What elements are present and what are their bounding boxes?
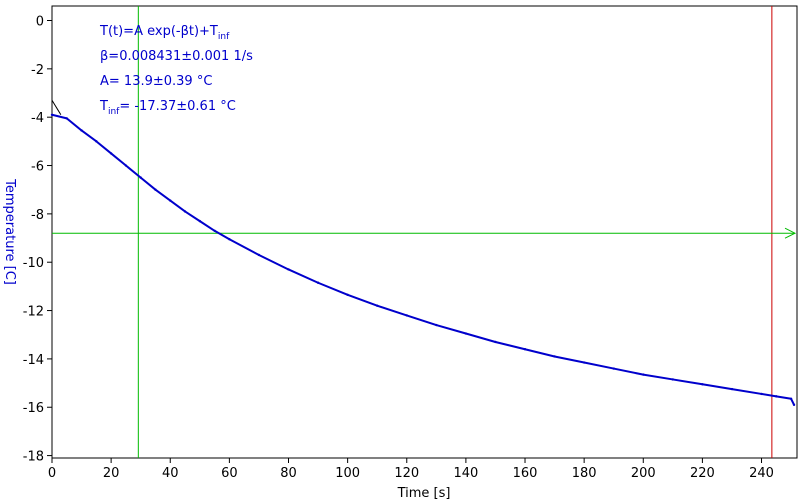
data-point	[701, 383, 704, 386]
y-tick-label: -6	[31, 160, 44, 175]
x-tick-label: 20	[103, 466, 120, 481]
data-point	[198, 219, 202, 223]
x-tick-label: 220	[690, 466, 715, 481]
data-point	[523, 348, 527, 351]
y-tick-label: -10	[23, 256, 44, 271]
x-tick-label: 240	[749, 466, 774, 481]
x-axis-ticks: 0 20 40 60 80 100 120 140 160 180 200 220 240	[48, 458, 774, 481]
data-point	[124, 164, 128, 167]
horizontal-cursor-arrow	[784, 227, 797, 239]
fit-annotation-line: Tinf= -17.37±0.61 °C	[99, 99, 236, 117]
x-tick-label: 40	[162, 466, 179, 481]
data-point	[257, 253, 261, 257]
data-point	[464, 332, 468, 335]
x-tick-label: 180	[572, 466, 597, 481]
fit-annotations: T(t)=A exp(-βt)+Tinf β=0.008431±0.001 1/s…	[99, 24, 253, 117]
data-point	[730, 387, 734, 391]
y-tick-label: -12	[23, 305, 44, 320]
x-tick-label: 100	[335, 466, 360, 481]
data-point	[612, 367, 615, 370]
x-tick-label: 0	[48, 466, 56, 481]
data-point	[154, 188, 157, 191]
fit-annotation-line: β=0.008431±0.001 1/s	[100, 49, 253, 64]
data-point	[435, 323, 438, 327]
y-tick-label: -2	[31, 63, 44, 78]
fit-annotation-line: T(t)=A exp(-βt)+Tinf	[99, 24, 230, 42]
data-point	[760, 392, 763, 396]
data-point	[405, 314, 408, 317]
data-point	[183, 210, 187, 213]
data-point	[109, 152, 113, 155]
cursor-lines	[52, 6, 797, 458]
y-tick-label: -14	[23, 353, 44, 368]
data-point	[50, 113, 54, 116]
data-point	[553, 355, 556, 358]
y-axis-label: Temperature [C]	[2, 178, 17, 285]
data-point	[95, 140, 98, 143]
data-series	[50, 100, 796, 407]
data-point	[228, 238, 231, 241]
y-axis-ticks: 0 -2 -4 -6 -8 -10 -12 -14 -16 -18	[23, 15, 52, 465]
data-point	[792, 403, 796, 407]
data-point	[642, 373, 645, 376]
y-tick-label: 0	[36, 15, 44, 30]
fit-curve-line	[51, 100, 62, 116]
x-tick-label: 80	[280, 466, 297, 481]
y-tick-label: -16	[23, 401, 44, 416]
data-point	[65, 117, 68, 120]
y-tick-label: -18	[23, 450, 44, 465]
data-point	[494, 340, 497, 344]
x-tick-label: 60	[221, 466, 238, 481]
data-point	[80, 129, 83, 132]
data-point	[789, 397, 793, 400]
data-point	[375, 304, 379, 307]
data-point	[169, 199, 172, 202]
x-tick-label: 140	[453, 466, 478, 481]
data-point	[287, 268, 290, 271]
plot-area	[51, 5, 798, 459]
data-point	[671, 378, 675, 381]
data-point	[346, 293, 349, 297]
x-tick-label: 200	[631, 466, 656, 481]
y-tick-label: -8	[31, 208, 44, 223]
data-point	[213, 229, 216, 232]
x-tick-label: 160	[513, 466, 538, 481]
data-point	[139, 176, 142, 179]
data-point	[775, 395, 778, 398]
temperature-series-line	[51, 113, 795, 406]
data-point	[316, 281, 320, 284]
data-point	[582, 361, 586, 364]
x-tick-label: 120	[394, 466, 419, 481]
fit-annotation-line: A= 13.9±0.39 °C	[100, 74, 212, 89]
y-tick-label: -4	[31, 111, 44, 126]
x-axis-label: Time [s]	[397, 486, 451, 501]
